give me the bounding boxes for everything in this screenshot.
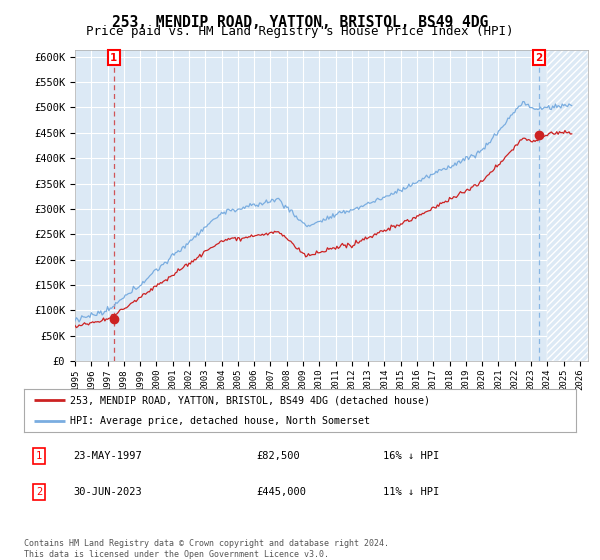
Text: 2: 2 [535, 53, 543, 63]
Text: 30-JUN-2023: 30-JUN-2023 [74, 487, 142, 497]
Text: 11% ↓ HPI: 11% ↓ HPI [383, 487, 439, 497]
Text: 23-MAY-1997: 23-MAY-1997 [74, 451, 142, 461]
Text: £445,000: £445,000 [256, 487, 306, 497]
Text: HPI: Average price, detached house, North Somerset: HPI: Average price, detached house, Nort… [70, 416, 370, 426]
Polygon shape [547, 50, 588, 361]
Text: 253, MENDIP ROAD, YATTON, BRISTOL, BS49 4DG: 253, MENDIP ROAD, YATTON, BRISTOL, BS49 … [112, 15, 488, 30]
Text: 253, MENDIP ROAD, YATTON, BRISTOL, BS49 4DG (detached house): 253, MENDIP ROAD, YATTON, BRISTOL, BS49 … [70, 395, 430, 405]
Text: 16% ↓ HPI: 16% ↓ HPI [383, 451, 439, 461]
Text: 1: 1 [36, 451, 43, 461]
Text: 1: 1 [110, 53, 118, 63]
Text: Price paid vs. HM Land Registry's House Price Index (HPI): Price paid vs. HM Land Registry's House … [86, 25, 514, 38]
Text: 2: 2 [36, 487, 43, 497]
Text: £82,500: £82,500 [256, 451, 299, 461]
Text: Contains HM Land Registry data © Crown copyright and database right 2024.
This d: Contains HM Land Registry data © Crown c… [24, 539, 389, 559]
